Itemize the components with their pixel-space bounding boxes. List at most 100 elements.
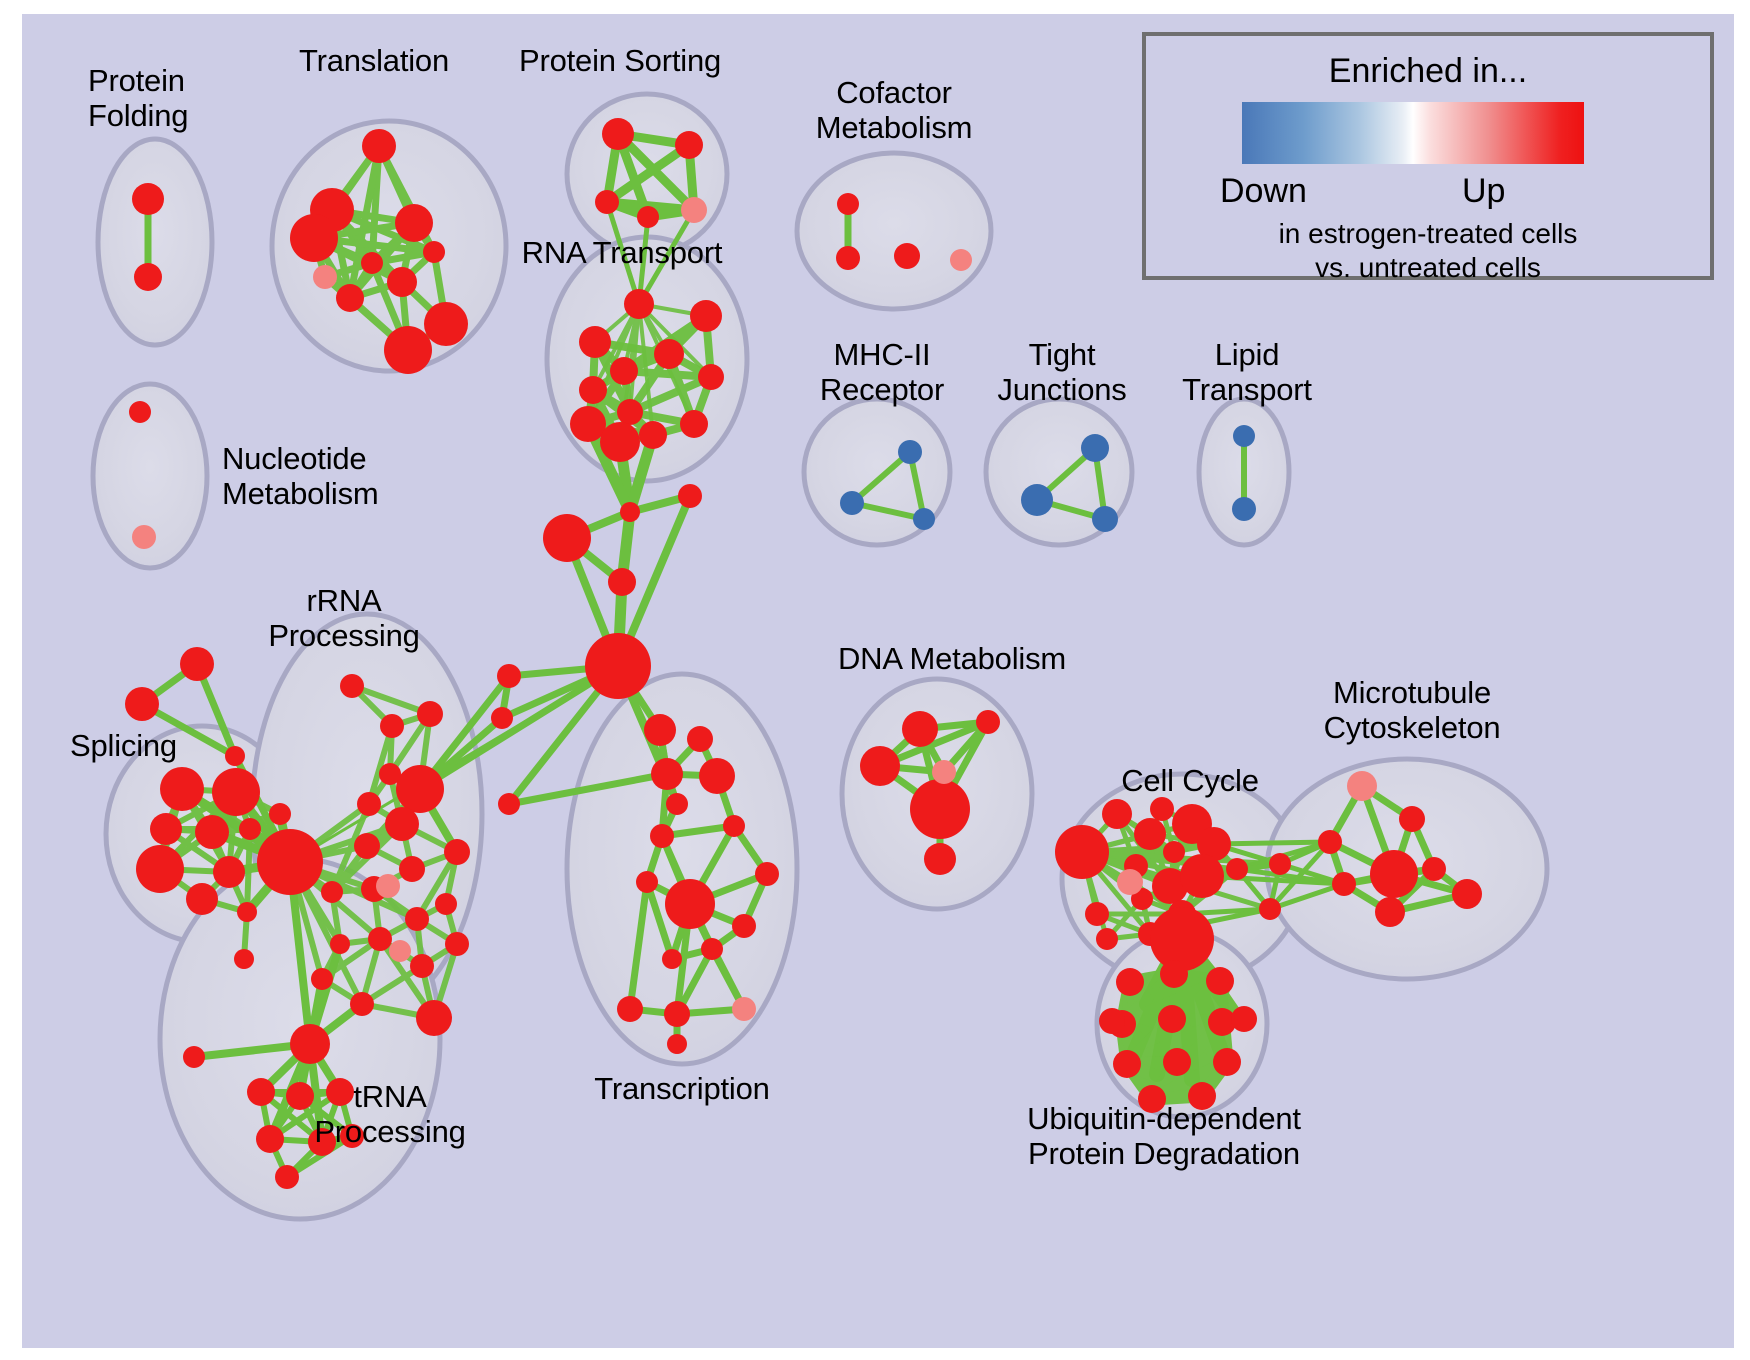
- node: [836, 246, 860, 270]
- node: [340, 1124, 364, 1148]
- node: [186, 883, 218, 915]
- cluster-label-cofactor-metabolism: Cofactor Metabolism: [815, 75, 973, 145]
- cluster-label-translation: Translation: [299, 43, 449, 78]
- cluster-label-rna-transport: RNA Transport: [521, 235, 723, 270]
- node: [396, 765, 444, 813]
- node: [837, 193, 859, 215]
- node: [976, 710, 1000, 734]
- node: [498, 793, 520, 815]
- node: [129, 401, 151, 423]
- node: [313, 265, 337, 289]
- legend-subtitle-line2: vs. untreated cells: [1315, 252, 1541, 283]
- cluster-label-tight-junctions: Tight Junctions: [997, 337, 1127, 407]
- node: [321, 881, 343, 903]
- node: [435, 893, 457, 915]
- node: [1116, 968, 1144, 996]
- legend-down-label: Down: [1220, 172, 1307, 210]
- node: [1163, 841, 1185, 863]
- node: [286, 1082, 314, 1110]
- node: [125, 687, 159, 721]
- cluster-label-protein-sorting: Protein Sorting: [518, 43, 722, 78]
- node: [898, 440, 922, 464]
- cluster-label-mhc-ii-receptor: MHC-II Receptor: [819, 337, 945, 407]
- node: [610, 357, 638, 385]
- node: [330, 934, 350, 954]
- cluster-label-rrna-processing: rRNA Processing: [268, 583, 420, 653]
- node: [650, 824, 674, 848]
- node: [579, 326, 611, 358]
- node: [1150, 907, 1214, 971]
- legend-subtitle-line1: in estrogen-treated cells: [1278, 218, 1578, 249]
- node: [234, 949, 254, 969]
- node: [380, 714, 404, 738]
- node: [595, 190, 619, 214]
- node: [150, 813, 182, 845]
- node: [620, 502, 640, 522]
- cluster-label-lipid-transport: Lipid Transport: [1182, 337, 1312, 407]
- node: [336, 284, 364, 312]
- node: [1113, 1050, 1141, 1078]
- node: [416, 1000, 452, 1036]
- node: [1092, 506, 1118, 532]
- node: [687, 726, 713, 752]
- cluster-label-trna-processing: tRNA Processing: [314, 1079, 466, 1149]
- node: [362, 129, 396, 163]
- node: [361, 252, 383, 274]
- node: [1375, 897, 1405, 927]
- node: [608, 568, 636, 596]
- node: [1021, 484, 1053, 516]
- node: [932, 760, 956, 784]
- cluster-label-ubiquitin-protein-degradation: Ubiquitin-dependent Protein Degradation: [1027, 1101, 1301, 1171]
- node: [1188, 1082, 1216, 1110]
- node: [257, 829, 323, 895]
- node: [1102, 799, 1132, 829]
- node: [136, 845, 184, 893]
- legend-panel: Enriched in... Down Up in estrogen-treat…: [1142, 32, 1714, 283]
- node: [1096, 928, 1118, 950]
- node: [732, 997, 756, 1021]
- node: [132, 183, 164, 215]
- node: [1085, 902, 1109, 926]
- node: [1347, 771, 1377, 801]
- node: [1370, 850, 1418, 898]
- node: [308, 1128, 336, 1156]
- node: [1231, 1006, 1257, 1032]
- node: [1055, 825, 1109, 879]
- hull-mhc-ii-receptor: [801, 396, 953, 548]
- node: [212, 768, 260, 816]
- node: [1226, 858, 1248, 880]
- node: [195, 815, 229, 849]
- node: [256, 1125, 284, 1153]
- cluster-label-microtubule-cytoskeleton: Microtubule Cytoskeleton: [1323, 675, 1501, 745]
- node: [1180, 854, 1224, 898]
- node: [910, 779, 970, 839]
- legend-up-label: Up: [1462, 172, 1506, 210]
- node: [1134, 818, 1166, 850]
- node: [368, 927, 392, 951]
- node: [1213, 1048, 1241, 1076]
- node: [701, 938, 723, 960]
- node: [290, 1024, 330, 1064]
- node: [213, 856, 245, 888]
- node: [666, 793, 688, 815]
- node: [423, 241, 445, 263]
- node: [665, 879, 715, 929]
- node: [654, 339, 684, 369]
- node: [1152, 868, 1188, 904]
- node: [376, 874, 400, 898]
- node: [237, 902, 257, 922]
- cluster-label-cell-cycle: Cell Cycle: [1121, 763, 1259, 798]
- node: [1158, 1005, 1186, 1033]
- cluster-label-splicing: Splicing: [70, 728, 177, 763]
- cluster-label-dna-metabolism: DNA Metabolism: [837, 641, 1067, 676]
- node: [410, 954, 434, 978]
- network-canvas: Protein Folding Translation Protein Sort…: [22, 14, 1734, 1348]
- node: [675, 131, 703, 159]
- node: [389, 940, 411, 962]
- node: [681, 197, 707, 223]
- node: [1197, 827, 1231, 861]
- node: [134, 263, 162, 291]
- node: [491, 707, 513, 729]
- node: [183, 1046, 205, 1068]
- node: [755, 862, 779, 886]
